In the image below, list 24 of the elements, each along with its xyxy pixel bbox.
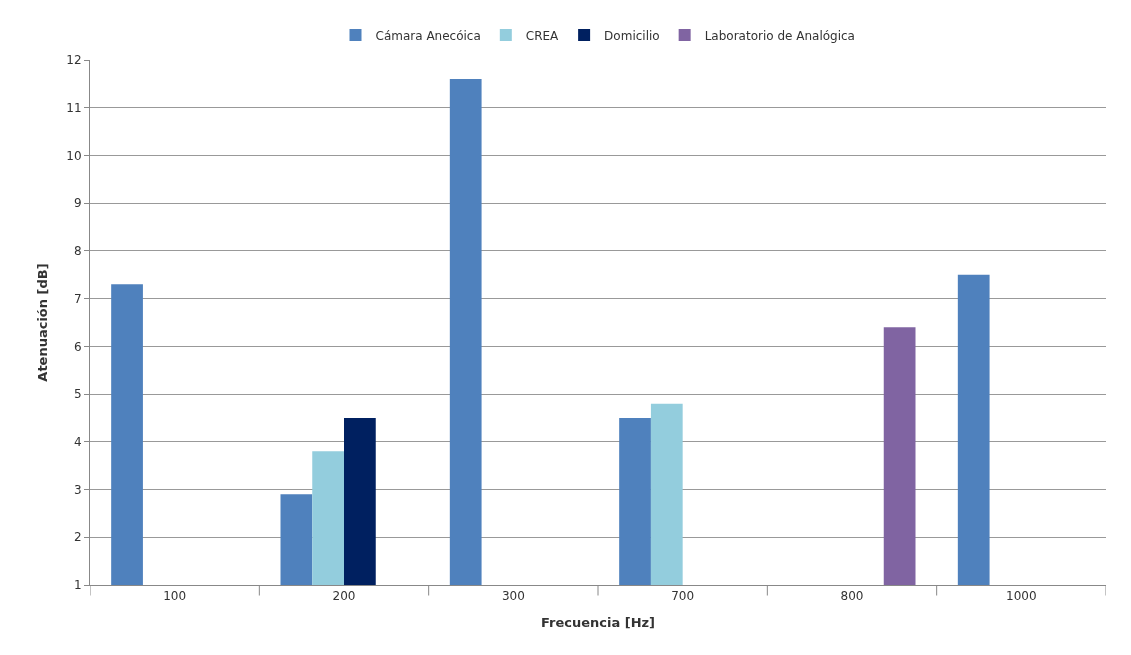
legend-label: Cámara Anecóica	[375, 28, 481, 43]
y-tick-label: 3	[73, 482, 82, 497]
y-tick-label: 4	[73, 435, 82, 450]
y-axis-title: Atenuación [dB]	[35, 263, 51, 382]
x-tick-label: 1000	[1006, 589, 1037, 604]
y-tick-label: 7	[73, 291, 82, 306]
x-tick-label: 100	[163, 589, 187, 604]
y-tick-label: 10	[66, 148, 82, 163]
y-tick-label: 5	[73, 387, 82, 402]
y-tick-label: 1	[73, 578, 82, 593]
legend-label: Laboratorio de Analógica	[704, 28, 855, 43]
y-tick-label: 6	[73, 339, 82, 354]
legend-label: CREA	[525, 28, 560, 43]
legend-label: Domicilio	[604, 28, 660, 43]
x-tick-label: 700	[671, 589, 695, 604]
y-tick-label: 8	[73, 244, 82, 259]
x-tick-label: 800	[840, 589, 864, 604]
y-tick-label: 9	[73, 196, 82, 211]
y-tick-label: 2	[73, 530, 82, 545]
x-axis-title: Frecuencia [Hz]	[540, 615, 656, 630]
x-tick-label: 300	[501, 589, 525, 604]
y-tick-label: 12	[66, 53, 82, 68]
y-tick-label: 11	[66, 100, 82, 115]
x-tick-label: 200	[332, 589, 356, 604]
